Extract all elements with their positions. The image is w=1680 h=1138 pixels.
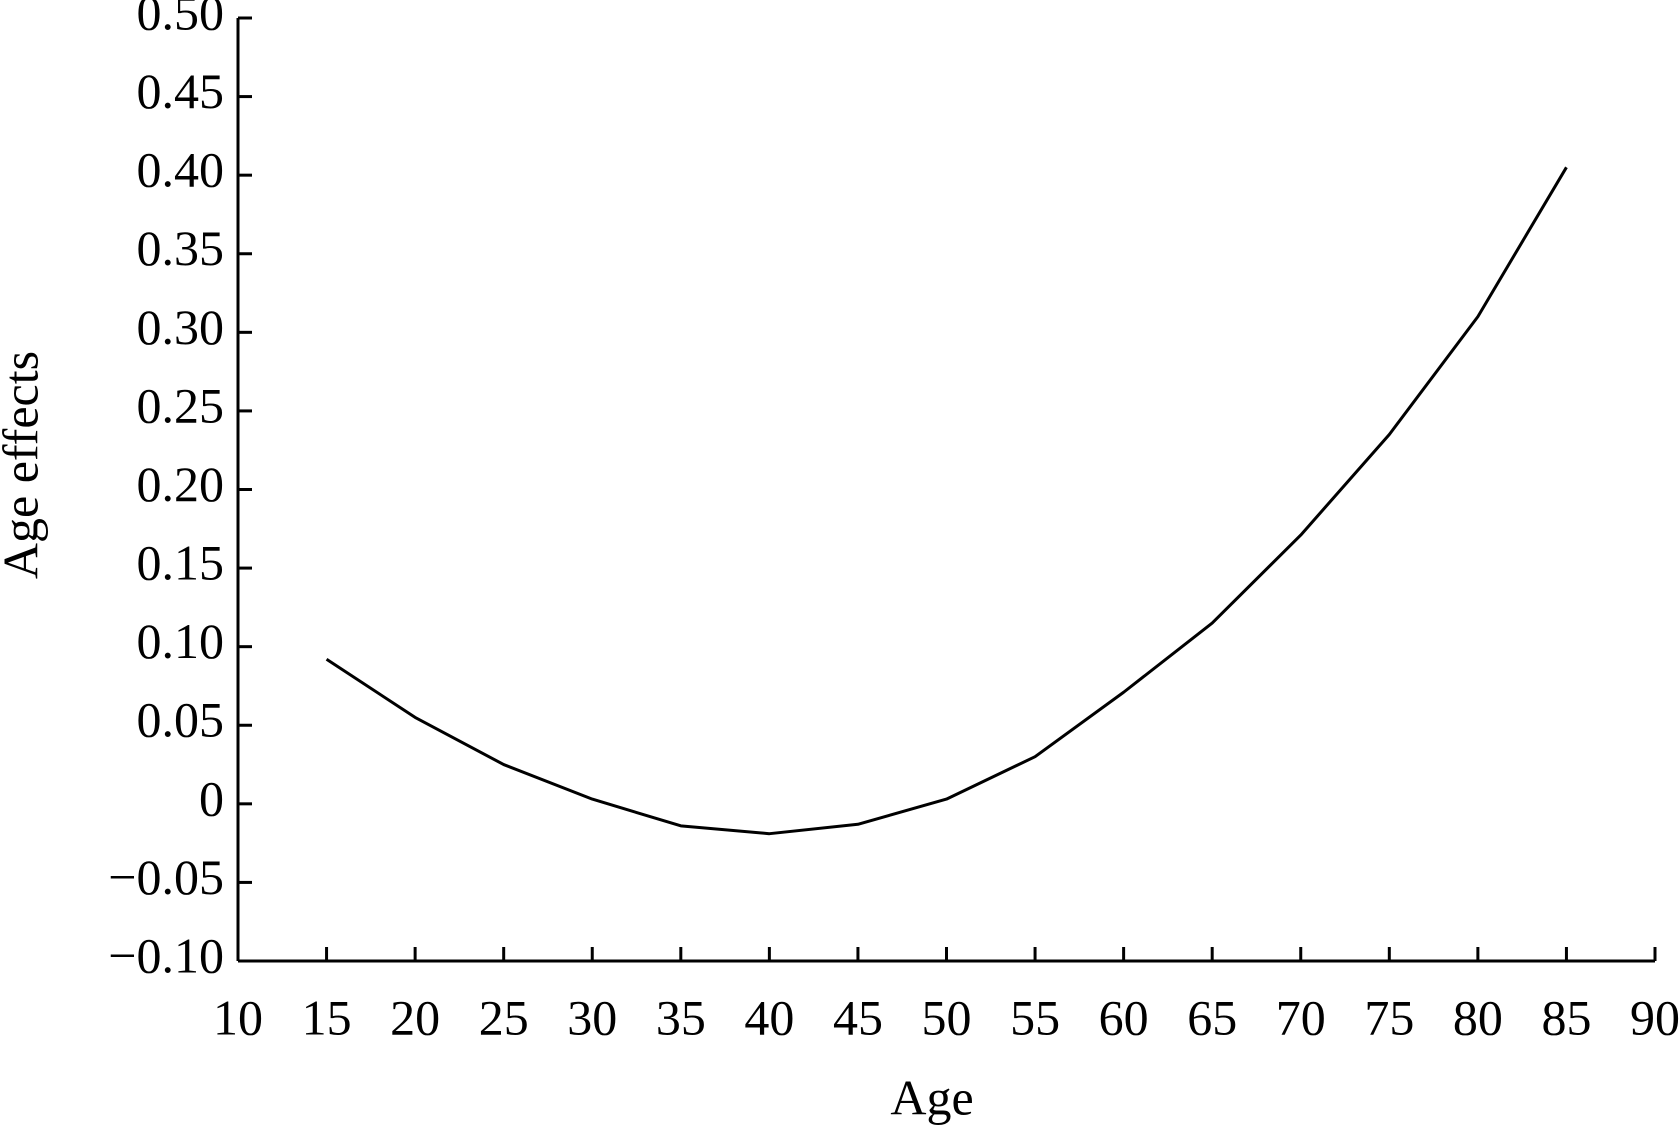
y-tick-label: 0.15 (137, 535, 225, 591)
y-axis-label: Age effects (0, 351, 48, 579)
y-tick-label: −0.10 (108, 927, 224, 983)
x-tick-label: 70 (1276, 989, 1326, 1045)
x-tick-label: 60 (1099, 989, 1149, 1045)
x-tick-label: 85 (1541, 989, 1591, 1045)
x-axis-label: Age (890, 1069, 973, 1125)
y-tick-label: 0.45 (137, 63, 225, 119)
x-tick-label: 45 (833, 989, 883, 1045)
x-tick-label: 15 (302, 989, 352, 1045)
x-tick-label: 65 (1187, 989, 1237, 1045)
x-tick-label: 80 (1453, 989, 1503, 1045)
x-tick-label: 35 (656, 989, 706, 1045)
y-tick-label: 0 (199, 770, 224, 826)
x-tick-label: 25 (479, 989, 529, 1045)
x-tick-label: 75 (1364, 989, 1414, 1045)
y-tick-label: 0.35 (137, 220, 225, 276)
y-tick-label: 0.30 (137, 299, 225, 355)
y-tick-label: 0.40 (137, 142, 225, 198)
y-tick-label: 0.50 (137, 0, 225, 40)
y-tick-label: 0.25 (137, 377, 225, 433)
x-tick-label: 50 (922, 989, 972, 1045)
x-tick-label: 55 (1010, 989, 1060, 1045)
x-tick-label: 90 (1630, 989, 1680, 1045)
y-tick-label: 0.05 (137, 692, 225, 748)
y-tick-label: −0.05 (108, 849, 224, 905)
y-tick-label: 0.10 (137, 613, 225, 669)
line (325, 166, 1568, 836)
x-tick-label: 10 (213, 989, 263, 1045)
x-tick-label: 30 (567, 989, 617, 1045)
y-tick-label: 0.20 (137, 456, 225, 512)
x-tick-label: 20 (390, 989, 440, 1045)
x-tick-label: 40 (744, 989, 794, 1045)
